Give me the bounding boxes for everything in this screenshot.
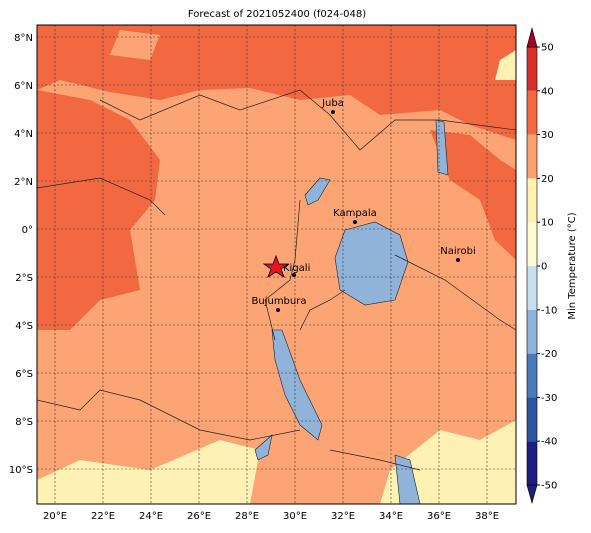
lon-label: 34°E: [379, 511, 403, 522]
title: Forecast of 2021052400 (f024-048): [188, 9, 366, 20]
colorbar-tick-label: -10: [541, 305, 557, 316]
colorbar-swatch: [527, 397, 537, 442]
lon-label: 36°E: [427, 511, 451, 522]
colorbar-tick-label: 10: [541, 218, 554, 229]
colorbar-extend-bottom: [526, 484, 538, 505]
colorbar-swatch: [527, 90, 537, 135]
lon-label: 26°E: [187, 511, 211, 522]
colorbar-tick-label: -30: [541, 393, 557, 404]
colorbar-tick-label: -40: [541, 437, 557, 448]
lon-label: 20°E: [43, 511, 67, 522]
colorbar-swatch: [527, 441, 537, 485]
lat-label: 10°S: [9, 465, 33, 476]
city-marker: [276, 308, 280, 312]
lon-label: 32°E: [331, 511, 355, 522]
city-marker: [292, 273, 296, 277]
location-star: [262, 254, 290, 278]
lon-label: 22°E: [91, 511, 115, 522]
city-label: Bujumbura: [252, 296, 307, 307]
colorbar-swatch: [527, 134, 537, 179]
colorbar-tick-label: 30: [541, 130, 554, 141]
lon-label: 24°E: [139, 511, 163, 522]
colorbar-label: Min Temperature (°C): [567, 212, 578, 319]
colorbar-tick-label: 0: [541, 262, 547, 273]
colorbar-swatch: [527, 47, 537, 91]
map: [37, 25, 516, 504]
lat-label: 6°S: [15, 369, 33, 380]
city-label: Juba: [321, 98, 344, 109]
colorbar-tick-label: 20: [541, 174, 554, 185]
lon-label: 28°E: [235, 511, 259, 522]
colorbar-extend-top: [526, 26, 538, 48]
lat-label: 0°: [22, 225, 33, 236]
lat-label: 6°N: [14, 81, 33, 92]
colorbar-swatch: [527, 309, 537, 354]
lat-label: 8°N: [14, 33, 33, 44]
colorbar-swatch: [527, 266, 537, 310]
lon-label: 30°E: [283, 511, 307, 522]
city-marker: [456, 258, 460, 262]
colorbar-tick-label: -20: [541, 349, 557, 360]
colorbar-swatch: [527, 353, 537, 398]
colorbar-tick-label: 40: [541, 86, 554, 97]
colorbar-swatch: [527, 222, 537, 266]
city-label: Nairobi: [440, 246, 476, 257]
city-label: Kampala: [333, 208, 377, 219]
colorbar: -50 -40 -30 -20 -10 0 10 20 30 40 50 Min Temperatur…: [526, 26, 578, 505]
city-marker: [353, 220, 357, 224]
lat-label: 8°S: [15, 417, 33, 428]
lat-label: 2°N: [14, 177, 33, 188]
lat-label: 4°S: [15, 321, 33, 332]
colorbar-swatch: [527, 178, 537, 223]
map-frame: [36, 24, 517, 505]
colorbar-tick-label: 50: [541, 43, 554, 54]
lon-label: 38°E: [475, 511, 499, 522]
city-label: Kigali: [283, 263, 310, 274]
city-marker: [331, 110, 335, 114]
lat-label: 2°S: [15, 273, 33, 284]
colorbar-tick-label: -50: [541, 481, 557, 492]
lat-label: 4°N: [14, 129, 33, 140]
